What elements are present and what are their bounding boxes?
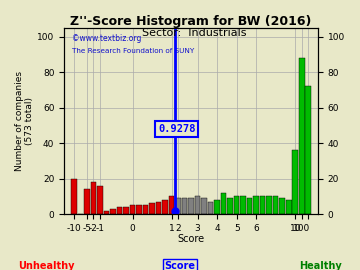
Bar <box>117 207 122 214</box>
Text: Sector:  Industrials: Sector: Industrials <box>142 28 247 38</box>
Bar <box>130 205 135 214</box>
Bar <box>234 196 239 214</box>
Bar <box>156 202 161 214</box>
Text: ©www.textbiz.org: ©www.textbiz.org <box>72 33 141 43</box>
Bar <box>253 196 259 214</box>
Text: Score: Score <box>165 261 195 270</box>
Bar <box>214 200 220 214</box>
Bar <box>97 186 103 214</box>
Bar <box>123 207 129 214</box>
Bar <box>175 198 181 214</box>
Bar <box>91 182 96 214</box>
Bar <box>143 205 148 214</box>
Text: The Research Foundation of SUNY: The Research Foundation of SUNY <box>72 49 194 55</box>
Text: Healthy: Healthy <box>299 261 342 270</box>
Bar <box>182 198 187 214</box>
Bar <box>286 200 292 214</box>
Bar <box>292 150 298 214</box>
Bar <box>201 198 207 214</box>
Bar <box>221 193 226 214</box>
Bar <box>71 179 77 214</box>
Bar <box>299 58 305 214</box>
Bar <box>306 86 311 214</box>
Bar <box>266 196 272 214</box>
Bar <box>149 204 155 214</box>
Bar <box>240 196 246 214</box>
Bar <box>136 205 142 214</box>
X-axis label: Score: Score <box>177 234 204 244</box>
Bar <box>110 209 116 214</box>
Title: Z''-Score Histogram for BW (2016): Z''-Score Histogram for BW (2016) <box>71 15 312 28</box>
Bar <box>208 202 213 214</box>
Bar <box>247 198 252 214</box>
Bar <box>273 196 279 214</box>
Bar <box>279 198 285 214</box>
Bar <box>162 200 168 214</box>
Bar <box>188 198 194 214</box>
Text: 0.9278: 0.9278 <box>158 124 195 134</box>
Bar <box>169 196 174 214</box>
Bar <box>84 189 90 214</box>
Bar <box>104 211 109 214</box>
Text: Unhealthy: Unhealthy <box>19 261 75 270</box>
Bar <box>260 196 265 214</box>
Y-axis label: Number of companies
(573 total): Number of companies (573 total) <box>15 71 35 171</box>
Bar <box>228 198 233 214</box>
Bar <box>195 196 201 214</box>
